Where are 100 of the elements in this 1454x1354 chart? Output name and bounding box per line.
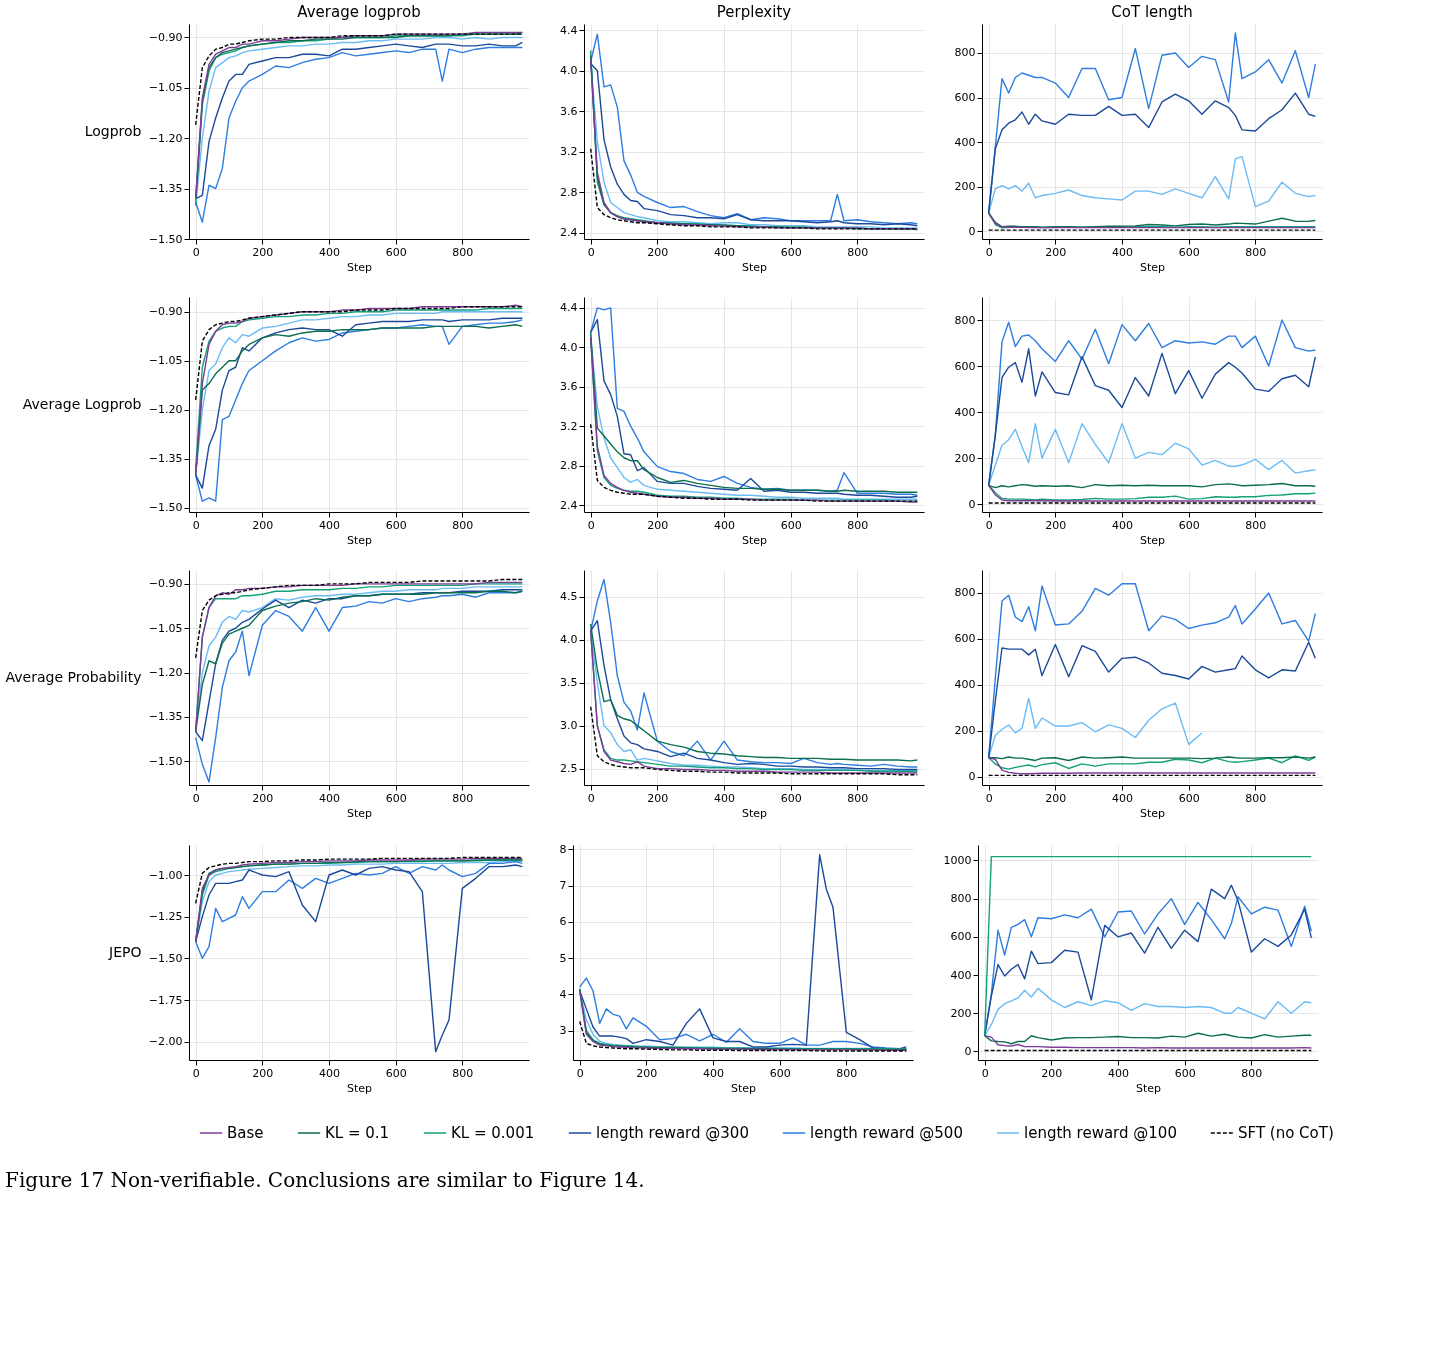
y-tick-label: 800 [954,313,976,327]
x-tick-label: 600 [385,1066,407,1080]
y-tick-label: 800 [950,892,972,906]
x-tick-label: 800 [847,791,869,805]
x-tick-label: 400 [1108,1066,1129,1080]
x-tick-label: 600 [385,791,407,805]
x-tick-label: 800 [847,245,869,259]
y-tick-label: 200 [954,724,976,738]
y-tick-label: 0 [964,1044,972,1058]
legend-label: KL = 0.1 [325,1124,390,1142]
x-tick-label: 200 [252,245,274,259]
y-tick-label: 2.8 [560,185,578,199]
y-tick-label: −1.00 [148,868,183,882]
x-axis-title: Step [741,533,768,547]
y-tick-label: 800 [954,586,976,600]
chart-title: Perplexity [716,3,792,21]
y-tick-label: 3.6 [560,380,578,394]
y-tick-label: −0.90 [148,305,183,319]
legend-label: length reward @100 [1024,1124,1177,1142]
y-tick-label: −1.50 [148,232,183,246]
x-tick-label: 0 [192,791,200,805]
x-tick-label: 200 [1045,791,1067,805]
y-tick-label: −1.50 [148,754,183,768]
x-tick-label: 200 [1041,1066,1063,1080]
caption: Figure 17 Non-verifiable. Conclusions are similar to Figure 14. [5,1168,645,1192]
x-tick-label: 800 [847,518,869,532]
y-tick-label: 400 [954,135,976,149]
y-tick-label: 3.5 [560,676,578,690]
x-tick-label: 600 [1178,245,1200,259]
x-tick-label: 0 [985,518,993,532]
x-tick-label: 600 [1174,1066,1196,1080]
y-tick-label: 3.6 [560,104,578,118]
y-tick-label: 6 [559,915,567,929]
y-tick-label: 4.4 [560,301,578,315]
x-axis-title: Step [730,1081,757,1095]
y-tick-label: 800 [954,46,976,60]
y-axis-title: Average Probability [5,669,142,685]
y-tick-label: 400 [950,968,972,982]
x-tick-label: 600 [385,245,407,259]
y-tick-label: 200 [954,451,976,465]
x-axis-title: Step [1135,1081,1162,1095]
x-tick-label: 800 [1245,245,1267,259]
y-tick-label: 4.0 [560,64,578,78]
x-tick-label: 200 [647,791,669,805]
chart-title: CoT length [1111,3,1193,21]
x-tick-label: 0 [587,245,595,259]
y-tick-label: 400 [954,678,976,692]
x-tick-label: 400 [319,791,340,805]
y-tick-label: 4 [559,987,567,1001]
x-tick-label: 600 [780,791,802,805]
x-tick-label: 800 [1241,1066,1263,1080]
y-tick-label: 1000 [943,853,972,867]
x-tick-label: 400 [714,518,735,532]
y-tick-label: 3.0 [560,719,578,733]
y-tick-label: 2.4 [560,498,578,512]
x-tick-label: 400 [1112,791,1133,805]
x-tick-label: 200 [1045,518,1067,532]
x-tick-label: 400 [319,245,340,259]
x-tick-label: 200 [252,1066,274,1080]
x-tick-label: 600 [1178,518,1200,532]
y-tick-label: 8 [559,842,567,856]
x-tick-label: 600 [780,518,802,532]
y-tick-label: 2.8 [560,459,578,473]
y-tick-label: 3.2 [560,145,578,159]
x-tick-label: 800 [452,245,474,259]
x-axis-title: Step [1139,533,1166,547]
y-tick-label: −0.90 [148,30,183,44]
x-tick-label: 0 [192,518,200,532]
x-tick-label: 400 [319,518,340,532]
y-tick-label: −1.20 [148,666,183,680]
y-axis-title: Average Logprob [22,396,142,412]
y-tick-label: −1.05 [148,354,183,368]
x-tick-label: 400 [319,1066,340,1080]
x-tick-label: 800 [836,1066,858,1080]
x-tick-label: 800 [1245,791,1267,805]
y-tick-label: 0 [968,497,976,511]
x-tick-label: 800 [452,518,474,532]
y-tick-label: 200 [954,180,976,194]
y-tick-label: −1.05 [148,81,183,95]
y-tick-label: 4.4 [560,23,578,37]
x-tick-label: 200 [636,1066,658,1080]
y-tick-label: 3.2 [560,419,578,433]
legend-label: SFT (no CoT) [1238,1124,1334,1142]
x-tick-label: 400 [1112,518,1133,532]
y-tick-label: 3 [559,1024,567,1038]
x-tick-label: 600 [780,245,802,259]
x-tick-label: 0 [192,1066,200,1080]
x-tick-label: 800 [452,791,474,805]
y-tick-label: 200 [950,1006,972,1020]
x-tick-label: 400 [714,245,735,259]
x-axis-title: Step [346,260,373,274]
y-tick-label: 0 [968,224,976,238]
y-tick-label: 4.0 [560,633,578,647]
x-axis-title: Step [1139,806,1166,820]
y-tick-label: 5 [559,951,567,965]
y-tick-label: −1.20 [148,131,183,145]
y-tick-label: −1.50 [148,501,183,515]
x-tick-label: 0 [985,791,993,805]
x-tick-label: 800 [1245,518,1267,532]
x-tick-label: 400 [714,791,735,805]
